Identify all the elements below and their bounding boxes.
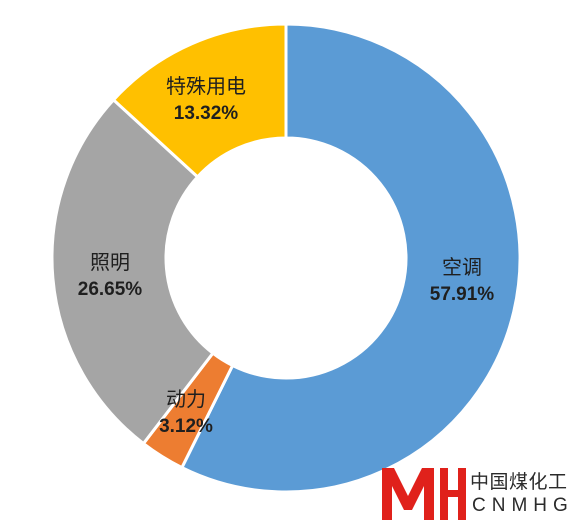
slice-value-1: 3.12% xyxy=(159,416,213,437)
label-group: 空调 57.91% 动力 3.12% 照明 26.65% 特殊用电 13.32% xyxy=(78,74,495,437)
slice-value-0: 57.91% xyxy=(430,284,495,305)
logo-mark-icon xyxy=(382,468,466,520)
slice-label-1: 动力 xyxy=(166,387,206,411)
logo-name-en: CNMHG xyxy=(472,495,574,516)
slice-label-0: 空调 xyxy=(442,255,482,279)
slice-label-2: 照明 xyxy=(90,250,130,274)
slice-2 xyxy=(50,97,215,446)
slice-group xyxy=(50,22,522,494)
cnmhg-logo: 中国煤化工 CNMHG xyxy=(378,462,583,524)
slice-value-3: 13.32% xyxy=(174,103,239,124)
slice-value-2: 26.65% xyxy=(78,279,143,300)
slice-3 xyxy=(111,22,288,180)
slice-0 xyxy=(179,22,522,494)
logo-name-cn: 中国煤化工 xyxy=(470,471,568,493)
slice-label-3: 特殊用电 xyxy=(166,74,246,98)
